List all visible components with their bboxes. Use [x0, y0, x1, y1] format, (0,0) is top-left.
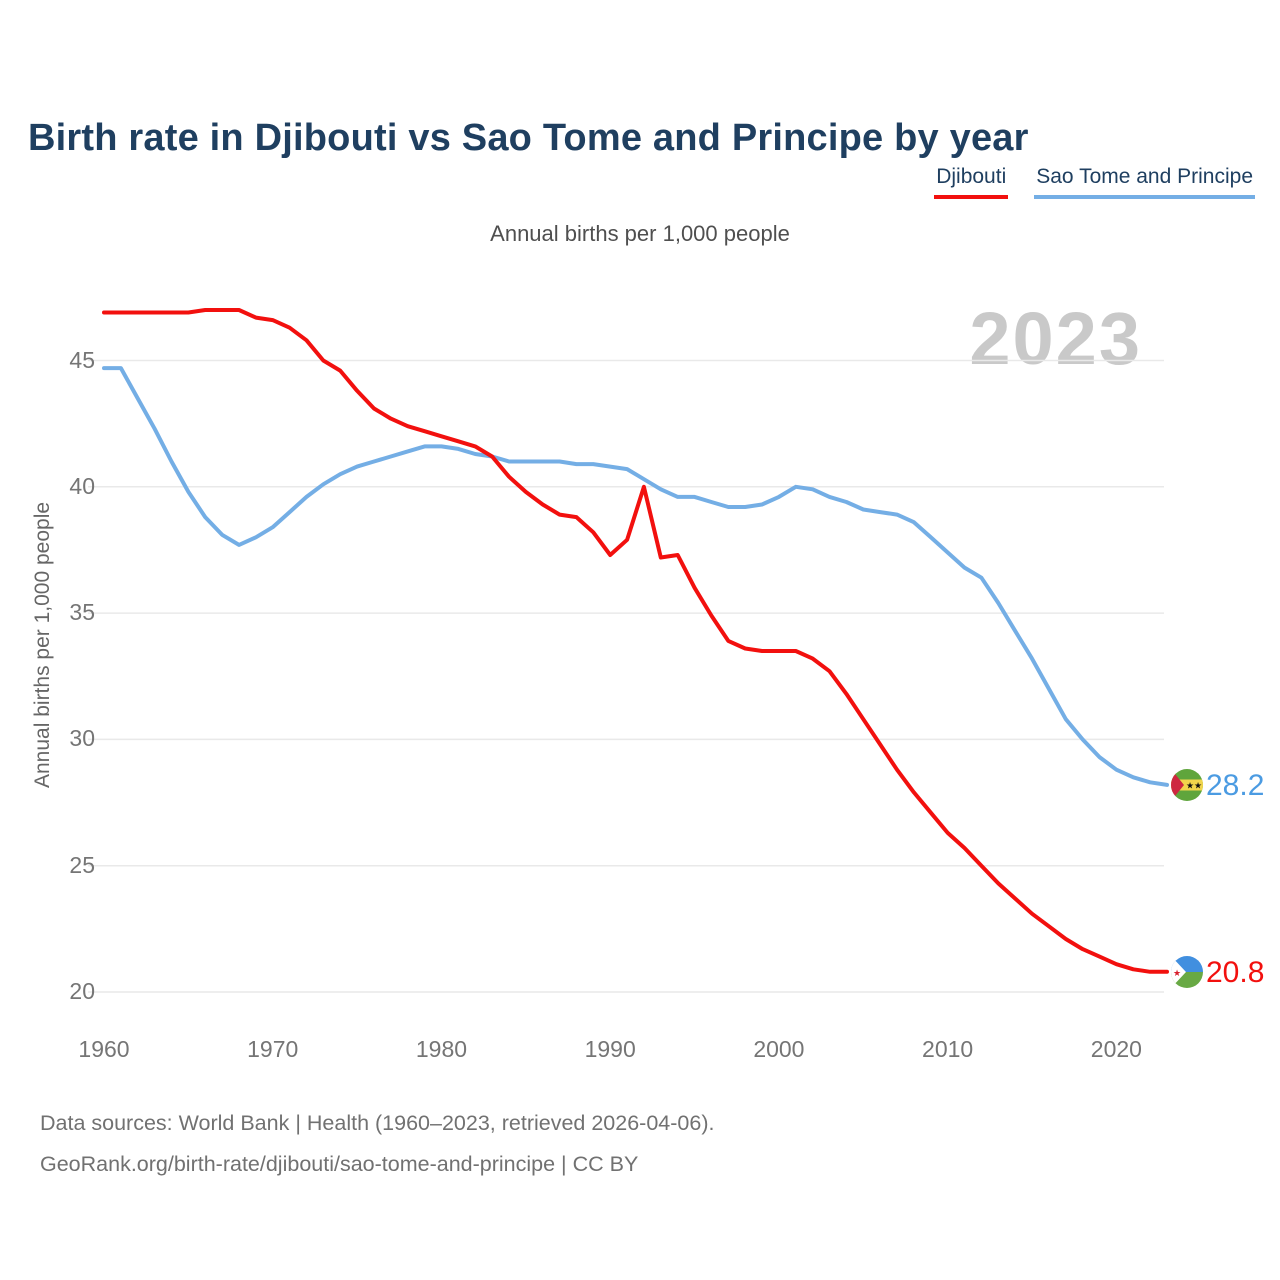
- end-value-djibouti: 20.8: [1206, 956, 1265, 989]
- y-axis-tick-label: 25: [69, 851, 95, 878]
- y-axis-tick-label: 35: [69, 599, 95, 626]
- y-axis-tick-label: 20: [69, 978, 95, 1004]
- y-axis-tick-label: 45: [69, 346, 95, 373]
- x-axis-tick-label: 1960: [78, 1036, 130, 1062]
- x-axis-tick-label: 1980: [415, 1036, 468, 1062]
- sao-tome-and-principe-flag-icon: ★ ★: [1171, 769, 1203, 801]
- footer: Data sources: World Bank | Health (1960–…: [40, 1103, 714, 1185]
- x-axis-tick-label: 1990: [584, 1036, 636, 1062]
- x-axis-tick-label: 1970: [247, 1036, 299, 1062]
- svg-text:★: ★: [1194, 782, 1202, 792]
- legend: Djibouti Sao Tome and Principe: [934, 165, 1255, 199]
- y-axis-tick-label: 30: [69, 725, 95, 752]
- x-axis-tick-label: 2020: [1090, 1036, 1142, 1062]
- page-title: Birth rate in Djibouti vs Sao Tome and P…: [28, 117, 1029, 160]
- watermark-year: 2023: [969, 297, 1142, 380]
- footer-data-sources: Data sources: World Bank | Health (1960–…: [40, 1111, 715, 1135]
- svg-text:★: ★: [1173, 969, 1181, 979]
- x-axis-tick-label: 2010: [922, 1036, 974, 1062]
- chart-subtitle: Annual births per 1,000 people: [490, 221, 790, 246]
- djibouti-flag-icon: ★: [1171, 956, 1203, 988]
- line-sao-tome-and-principe: [102, 366, 1169, 787]
- svg-text:★: ★: [1186, 782, 1194, 792]
- x-axis-tick-label: 2000: [753, 1036, 805, 1062]
- legend-item-sao-tome-and-principe[interactable]: Sao Tome and Principe: [1034, 165, 1255, 199]
- footer-attribution: GeoRank.org/birth-rate/djibouti/sao-tome…: [40, 1152, 639, 1176]
- y-axis-tick-label: 40: [69, 472, 95, 499]
- end-value-sao-tome-and-principe: 28.2: [1206, 769, 1265, 802]
- legend-item-djibouti[interactable]: Djibouti: [934, 165, 1009, 199]
- line-djibouti: [102, 308, 1169, 974]
